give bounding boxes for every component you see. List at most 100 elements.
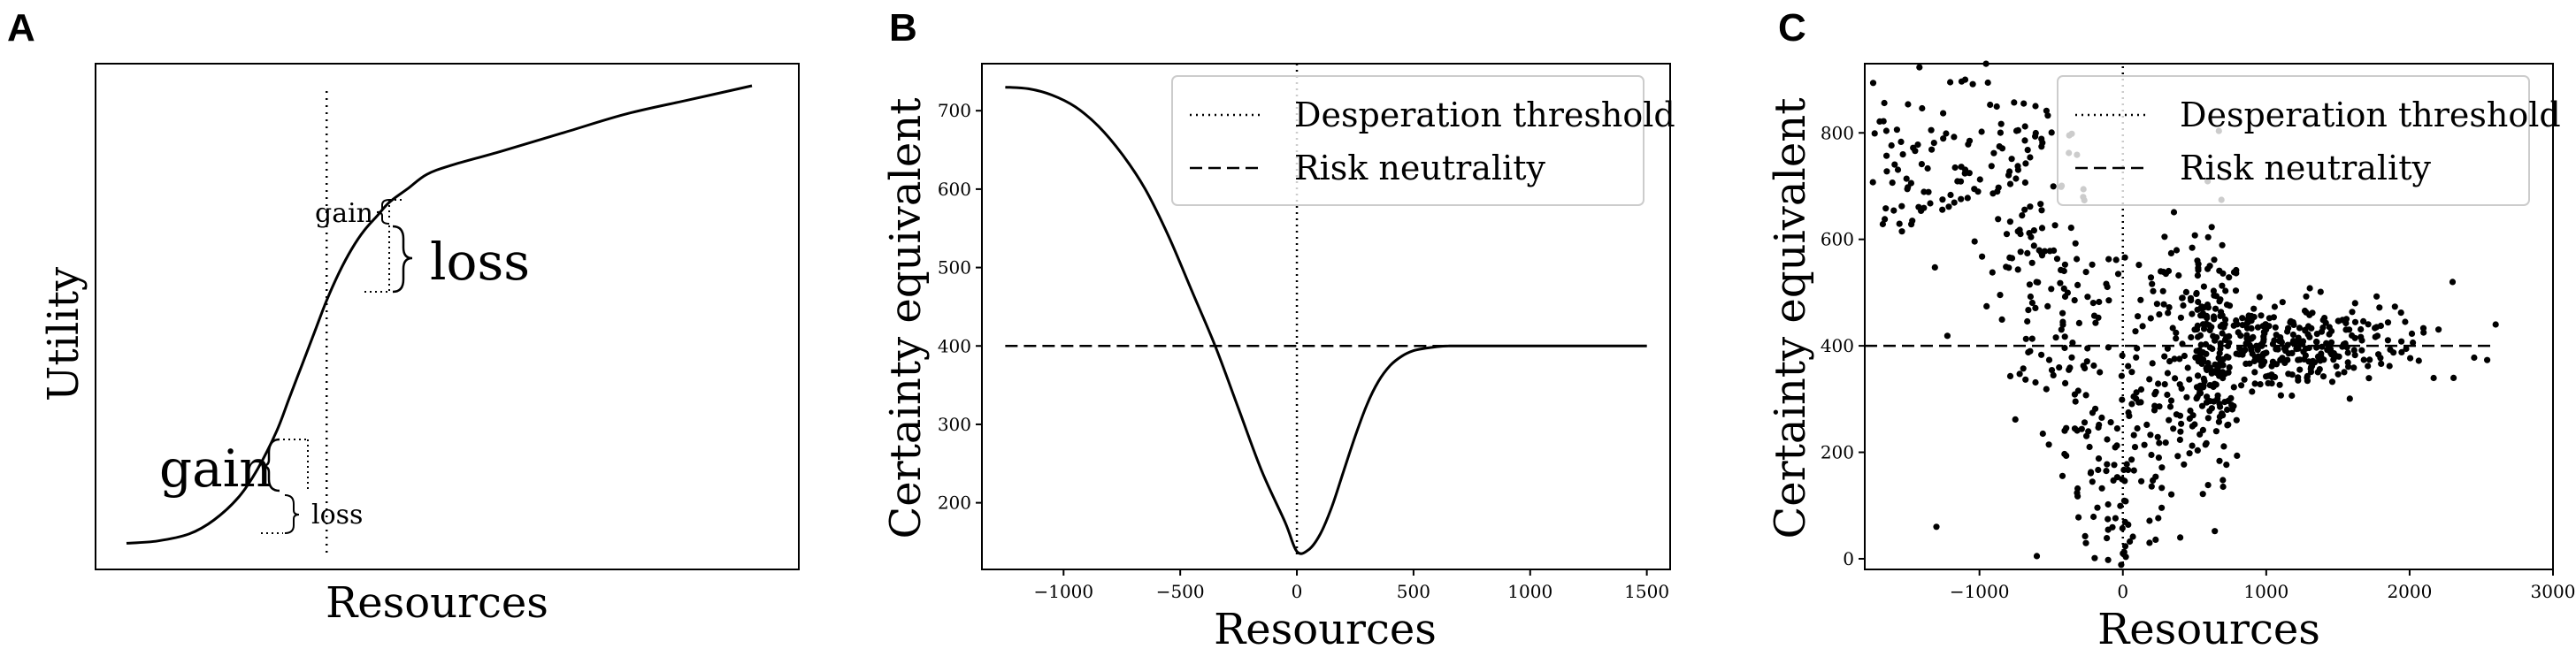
panel-c-scatter-point <box>1879 220 1886 228</box>
panel-c-scatter-point <box>2387 346 2394 353</box>
panel-c-scatter-point <box>2220 477 2227 484</box>
panel-c-scatter-point <box>2137 296 2144 303</box>
panel-c-scatter-point <box>2249 388 2256 395</box>
panel-c-scatter-point <box>2372 324 2379 332</box>
panel-c-scatter-point <box>2022 376 2029 383</box>
panel-c-scatter-point <box>1993 103 2000 111</box>
panel-c-scatter-point <box>2074 427 2081 434</box>
panel-c-scatter-point <box>2074 489 2081 497</box>
panel-c-scatter-point <box>2204 482 2212 489</box>
panel-c-scatter-point <box>2024 249 2031 256</box>
panel-c-scatter-point <box>2032 129 2039 137</box>
panel-c-scatter-point <box>2365 375 2373 382</box>
panel-a-y-axis-title: Utility <box>39 267 88 401</box>
panel-c-scatter-point <box>2095 314 2102 321</box>
panel-c-scatter-point <box>2170 209 2178 216</box>
panel-c-scatter-point <box>2008 156 2015 163</box>
panel-c-scatter-point <box>2200 283 2207 290</box>
panel-c-scatter-point <box>2206 398 2213 405</box>
panel-c-scatter-point <box>2415 357 2422 364</box>
panel-c-scatter-point <box>2147 431 2154 439</box>
panel-c-scatter-point <box>2471 354 2478 362</box>
panel-a-loss-label-small: loss <box>311 500 363 531</box>
panel-c-scatter-point <box>2156 403 2163 410</box>
panel-c-scatter-point <box>2199 356 2206 364</box>
panel-c-scatter-point <box>2008 255 2016 262</box>
panel-c-scatter-point <box>2133 354 2140 361</box>
panel-c-scatter-point <box>2166 358 2174 365</box>
panel-c-scatter-point <box>2194 272 2201 279</box>
panel-c-scatter-point <box>2303 309 2310 316</box>
panel-c-scatter-point <box>2176 436 2183 443</box>
panel-c-scatter-point <box>2019 212 2026 219</box>
panel-c-scatter-point <box>2061 333 2068 340</box>
panel-b-legend: Desperation threshold Risk neutrality <box>1171 75 1675 206</box>
panel-c-legend-neutrality-label: Risk neutrality <box>2180 149 2431 187</box>
panel-c-scatter-point <box>2251 369 2258 376</box>
panel-c-scatter-point <box>2128 369 2135 376</box>
panel-b: B −1000 −500 0 500 1000 1500 200 300 400 500 600 7… <box>881 6 1675 649</box>
panel-c-scatter-point <box>2177 534 2184 541</box>
panel-c-scatter-point <box>2376 304 2383 311</box>
panel-c-scatter-point <box>2104 436 2111 443</box>
panel-c-scatter-point <box>2149 280 2156 287</box>
panel-c-scatter-point <box>2039 430 2046 438</box>
panel-c-scatter-point <box>1987 101 1994 109</box>
panel-c-scatter-point <box>2398 338 2405 345</box>
panel-c-scatter-point <box>2220 443 2227 450</box>
panel-c-scatter-point <box>2211 256 2218 263</box>
panel-b-frame <box>981 63 1671 570</box>
panel-c-frame <box>1864 63 2554 570</box>
panel-c-scatter-point <box>1951 199 1958 206</box>
panel-c-scatter-point <box>2204 415 2212 422</box>
panel-c-scatter-point <box>2317 288 2324 295</box>
panel-c-scatter-point <box>2090 513 2097 521</box>
panel-c-scatter-point <box>2186 450 2193 457</box>
panel-c-scatter-point <box>2195 298 2202 306</box>
panel-c-scatter-point <box>1908 221 1915 228</box>
panel-c-scatter-point <box>2148 451 2155 459</box>
panel-c-scatter-point <box>2408 330 2416 337</box>
panel-c-legend-box <box>2057 75 2530 206</box>
panel-c-scatter-point <box>2131 444 2139 451</box>
panel-c-scatter-point <box>2196 382 2204 389</box>
panel-c-scatter-point <box>2254 347 2261 354</box>
panel-c-scatter-point <box>2014 163 2021 170</box>
panel-c-scatter-point <box>1898 138 1905 145</box>
panel-c-scatter-point <box>2089 478 2096 485</box>
panel-c-scatter-point <box>2069 340 2076 347</box>
panel-c-scatter-point <box>2133 389 2140 396</box>
panel-c-scatter-point <box>1958 164 1965 171</box>
panel-c-scatter-point <box>2032 378 2039 386</box>
panel-c: C −1000 0 1000 2000 3000 0 200 400 600 800 Despe… <box>1766 6 2575 649</box>
panel-c-scatter-point <box>2226 274 2233 281</box>
panel-c-scatter-point <box>2173 247 2181 254</box>
panel-c-scatter-point <box>2028 259 2036 266</box>
panel-c-scatter-point <box>2182 288 2189 295</box>
panel-c-scatter-point <box>2025 348 2032 356</box>
panel-c-scatter-point <box>2148 483 2155 490</box>
panel-c-scatter-point <box>2006 218 2013 225</box>
panel-c-scatter-point <box>2223 353 2230 360</box>
panel-c-scatter-point <box>2166 403 2174 410</box>
panel-c-scatter-point <box>2265 379 2272 386</box>
panel-c-scatter-point <box>2188 333 2195 341</box>
panel-c-scatter-point <box>2032 103 2039 110</box>
panel-c-scatter-point <box>2050 183 2057 190</box>
panel-c-scatter-point <box>1898 202 1905 210</box>
panel-c-scatter-point <box>2295 377 2302 384</box>
panel-c-scatter-point <box>2062 379 2069 386</box>
panel-c-scatter-point <box>2135 313 2142 320</box>
panel-c-scatter-point <box>2198 303 2205 310</box>
panel-b-y-axis-title: Certainty equivalent <box>881 97 931 538</box>
panel-c-scatter-point <box>2021 206 2028 213</box>
panel-c-scatter-point <box>2159 287 2166 294</box>
panel-c-scatter-point <box>2053 256 2061 263</box>
panel-c-scatter-point <box>2484 356 2491 363</box>
panel-c-scatter-point <box>2365 363 2372 370</box>
panel-c-scatter-point <box>2365 321 2372 328</box>
panel-c-scatter-point <box>2289 340 2296 347</box>
panel-c-scatter-point <box>2158 464 2166 471</box>
panel-c-scatter-point <box>2125 466 2132 474</box>
panel-c-scatter-point <box>2166 416 2173 424</box>
